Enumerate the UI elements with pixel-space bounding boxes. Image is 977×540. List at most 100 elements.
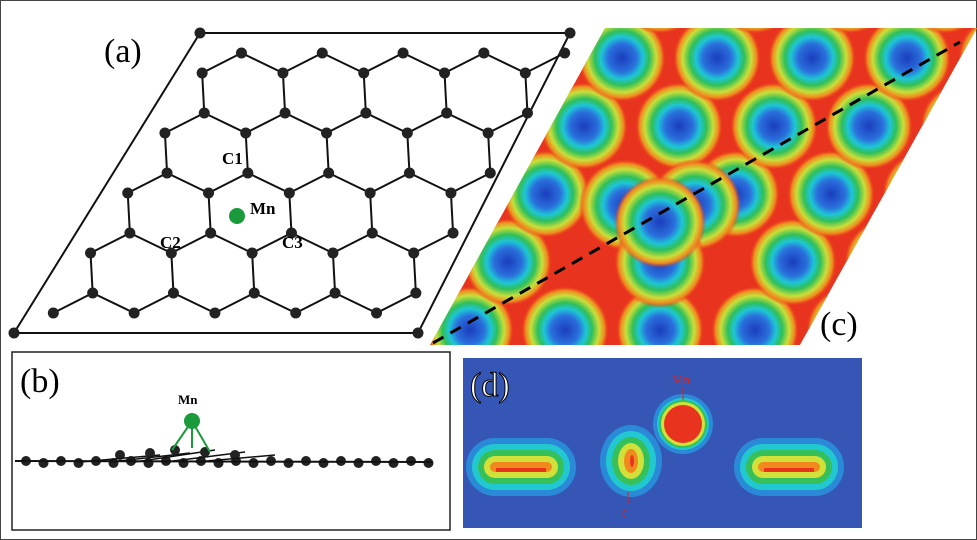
atom: [285, 227, 297, 239]
bond: [194, 454, 276, 463]
bond: [331, 252, 337, 294]
density-well: [635, 82, 723, 170]
density-well: [863, 354, 951, 442]
bond: [170, 252, 175, 294]
bond: [281, 72, 287, 114]
atom: [196, 67, 208, 79]
bond: [446, 112, 489, 134]
atom: [203, 187, 215, 199]
atom: [327, 247, 339, 259]
bond: [325, 132, 330, 174]
atom: [279, 107, 291, 119]
panel-label: (b): [20, 363, 60, 400]
atom: [401, 127, 413, 139]
bond: [284, 112, 327, 134]
atom: [360, 107, 372, 119]
bond: [129, 232, 172, 254]
bond: [334, 292, 377, 314]
dashed-cut: [432, 40, 961, 345]
atom: [478, 47, 490, 59]
bond: [412, 252, 417, 294]
bond: [413, 232, 454, 254]
bond: [173, 292, 216, 314]
atom: [159, 127, 171, 139]
density-well: [863, 28, 951, 102]
bond: [524, 52, 566, 74]
atom: [283, 187, 295, 199]
atom: [38, 458, 49, 468]
bond: [208, 172, 249, 194]
bond: [328, 172, 371, 194]
density-well: [614, 176, 706, 268]
bond: [444, 52, 485, 74]
bond: [163, 132, 169, 174]
bond: [406, 112, 448, 134]
density-well: [730, 82, 818, 170]
bond: [443, 72, 448, 114]
bond: [245, 112, 286, 134]
atom: [194, 27, 206, 39]
atom: [85, 247, 97, 259]
atom: [209, 307, 221, 319]
bond: [14, 460, 433, 463]
bond: [207, 192, 212, 234]
bond: [487, 132, 492, 174]
bond: [251, 252, 256, 294]
atom: [388, 458, 399, 468]
bond: [89, 252, 94, 294]
atom: [283, 458, 294, 468]
atom: [230, 450, 240, 460]
density-well: [787, 150, 875, 238]
atom-label: C: [622, 506, 631, 521]
bond: [282, 52, 323, 74]
atom: [408, 247, 420, 259]
bond: [291, 232, 334, 254]
bond: [326, 112, 367, 134]
atom: [445, 187, 457, 199]
atom: [323, 167, 335, 179]
atom-label: Mn: [250, 199, 276, 218]
bond: [288, 192, 293, 234]
atom: [439, 67, 451, 79]
panel-b: [14, 413, 434, 468]
bond: [164, 112, 205, 134]
density-well: [844, 218, 932, 306]
bond: [241, 52, 284, 74]
density-well: [768, 28, 856, 102]
atom: [321, 127, 333, 139]
atom: [519, 67, 531, 79]
density-well: [578, 28, 666, 102]
atom: [484, 167, 496, 179]
atom: [47, 307, 59, 319]
bond: [288, 172, 330, 194]
atom: [246, 247, 258, 259]
atom: [318, 458, 329, 468]
atom: [397, 47, 409, 59]
bond: [126, 192, 131, 234]
panel-label: (d): [470, 367, 510, 404]
atom: [161, 167, 173, 179]
bond: [201, 52, 242, 74]
bond: [166, 172, 209, 194]
atom-label: C1: [222, 149, 243, 168]
bond: [371, 232, 415, 254]
atom: [240, 127, 252, 139]
atom: [290, 307, 302, 319]
atom: [8, 327, 20, 339]
density-blob: [664, 405, 702, 443]
bond: [450, 172, 491, 194]
bond: [127, 172, 168, 194]
atom: [248, 458, 259, 468]
density-well: [958, 28, 977, 102]
bond: [247, 172, 290, 194]
bond: [295, 292, 336, 314]
atom: [410, 287, 422, 299]
bond: [363, 52, 404, 74]
atom: [145, 448, 155, 458]
atom: [403, 167, 415, 179]
density-well: [521, 286, 609, 345]
bond: [133, 292, 174, 314]
atom: [316, 47, 328, 59]
density-well: [882, 150, 970, 238]
atom: [198, 107, 210, 119]
